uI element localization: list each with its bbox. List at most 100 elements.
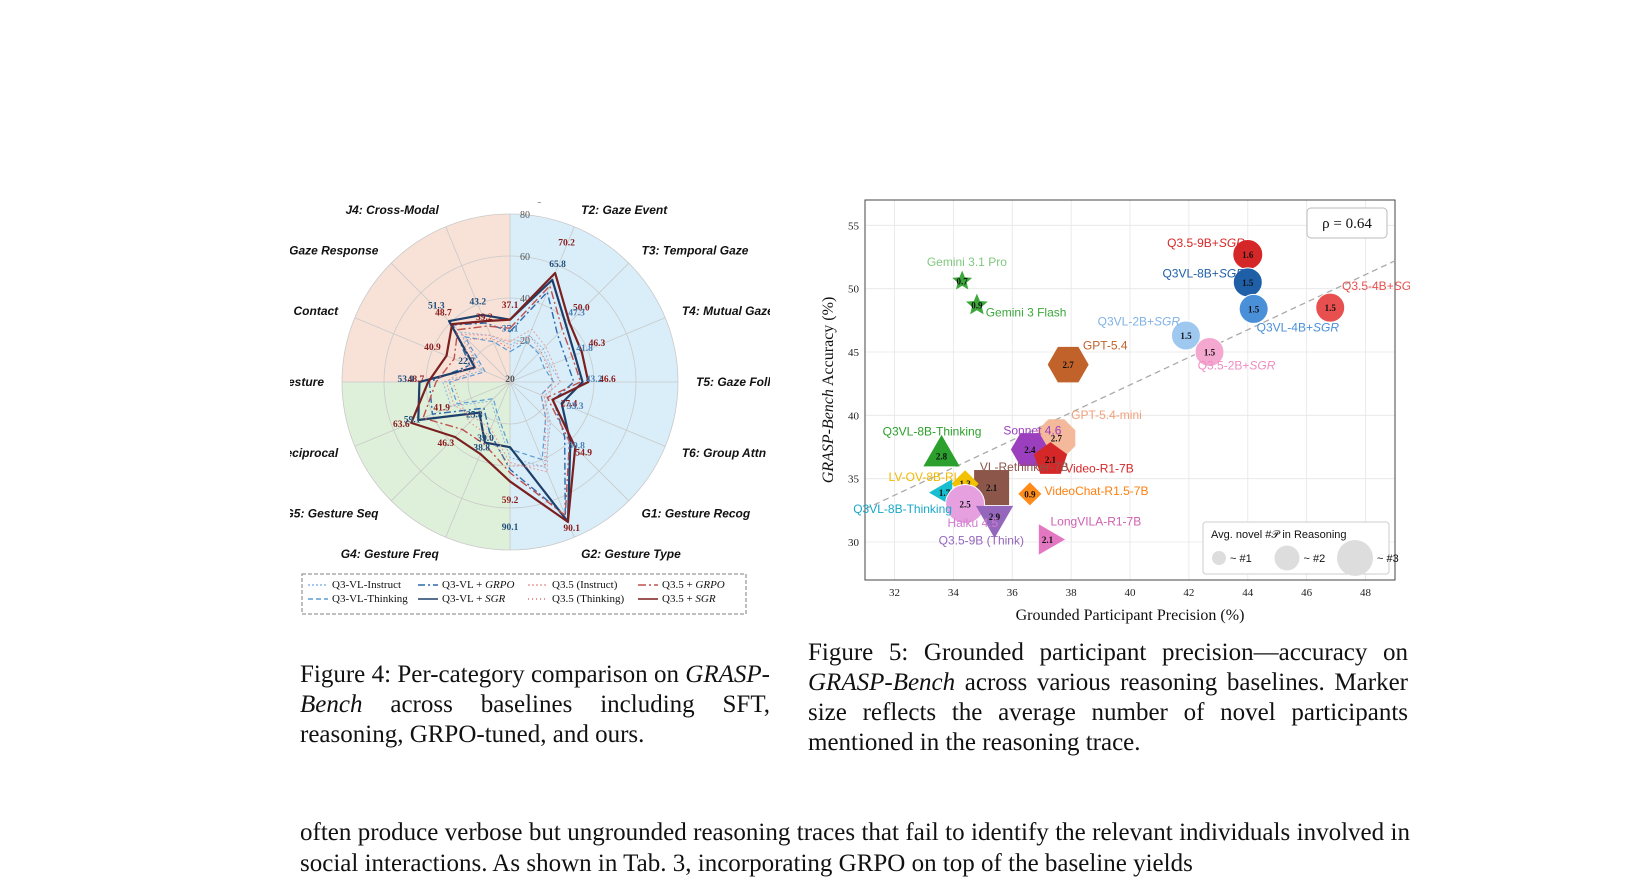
- scatter-size-label: 1.5: [1204, 348, 1216, 358]
- figure-4-caption-italic: GRASP-Bench: [300, 661, 770, 718]
- rho-label: ρ = 0.64: [1322, 216, 1372, 232]
- radar-value-label: 70.2: [558, 238, 575, 248]
- radar-value-label: 22.7: [458, 357, 475, 367]
- radar-chart: 2040608070.265.837.137.150.047.346.341.8…: [290, 202, 770, 615]
- radar-axis-label: T2: Gaze Event: [581, 203, 668, 217]
- size-legend-marker: [1337, 540, 1373, 576]
- radar-value-label: 39.0: [477, 434, 494, 444]
- figure-5-label: Figure 5:: [808, 639, 909, 666]
- figure-5-caption-text-1: Grounded participant precision—accuracy …: [908, 639, 1408, 666]
- radar-value-label: 63.6: [393, 420, 410, 430]
- radar-value-label: 38.8: [473, 443, 490, 453]
- radar-value-label: 46.6: [599, 375, 616, 385]
- y-tick-label: 50: [848, 284, 860, 296]
- radar-axis-label: J1: Gaze-Gesture: [290, 375, 324, 389]
- radar-value-label: 40.9: [424, 343, 441, 353]
- scatter-point: [1018, 482, 1042, 506]
- radar-axis-label: J2: Eye Contact: [290, 304, 339, 318]
- radar-axis-label: G2: Gesture Type: [581, 547, 681, 561]
- figure-4-caption-text-2: across baselines including SFT, reasonin…: [300, 691, 770, 748]
- x-tick-label: 42: [1183, 587, 1194, 599]
- radar-value-label: 37.1: [502, 301, 519, 311]
- radar-series-line: [445, 328, 561, 473]
- scatter-point: [923, 434, 960, 467]
- radar-value-label: 46.3: [438, 439, 455, 449]
- scatter-point-label: Video-R1-7B: [1065, 461, 1133, 475]
- body-paragraph: often produce verbose but ungrounded rea…: [300, 819, 1410, 877]
- radar-value-label: 47.3: [568, 308, 585, 318]
- y-tick-label: 45: [848, 347, 860, 359]
- radar-series-line: [452, 334, 555, 467]
- radar-value-label: 50.0: [573, 304, 590, 314]
- radar-spoke: [390, 381, 511, 502]
- radar-value-label: 48.7: [408, 375, 425, 385]
- radar-axis-label: G1: Gesture Recog: [642, 507, 751, 521]
- scatter-point-label: GPT-5.4: [1083, 338, 1128, 352]
- trend-line: [864, 260, 1396, 510]
- radar-value-label: 48.7: [435, 308, 452, 318]
- radar-legend: Q3-VL-Instruct Q3-VL + GRPO Q3.5 (Instruct…: [301, 573, 747, 615]
- scatter-size-label: 1.7: [939, 488, 951, 498]
- scatter-size-label: 2.7: [1051, 434, 1063, 444]
- radar-spoke: [445, 381, 511, 538]
- y-tick-label: 30: [848, 537, 860, 549]
- legend-label: Q3.5 + SGR: [662, 593, 716, 605]
- y-tick-label: 55: [848, 220, 860, 232]
- scatter-point-label: Q3VL-2B+SGR: [1098, 314, 1181, 328]
- figure-4-label: Figure 4:: [300, 661, 392, 688]
- y-axis-label: GRASP-Bench Accuracy (%): [820, 297, 837, 484]
- scatter-size-label: 0.7: [957, 277, 969, 287]
- radar-axis-label: G6: Reciprocal: [290, 446, 339, 460]
- scatter-point-label: Q3VL-8B-Thinking: [853, 502, 952, 516]
- size-legend-label: ~ #1: [1230, 553, 1252, 565]
- scatter-point: [1047, 346, 1089, 383]
- y-tick-label: 35: [848, 474, 860, 486]
- scatter-size-label: 1.5: [1180, 331, 1192, 341]
- scatter-size-label: 1.5: [1325, 303, 1337, 313]
- scatter-point: [1194, 337, 1225, 367]
- scatter-size-label: 0.9: [971, 301, 983, 311]
- radar-value-label: 39.2: [476, 313, 493, 323]
- size-legend-label: ~ #2: [1304, 553, 1326, 565]
- x-tick-label: 34: [948, 587, 960, 599]
- radar-value-label: 59.2: [502, 496, 519, 506]
- legend-label: Q3-VL-Thinking: [332, 593, 408, 605]
- radar-axis-label: T5: Gaze Follow: [696, 375, 770, 389]
- scatter-point-label: Q3.5-9B (Think): [939, 534, 1024, 548]
- scatter-point-label: Gemini 3 Flash: [986, 306, 1067, 320]
- scatter-point-label: VideoChat-R1.5-7B: [1045, 484, 1149, 498]
- scatter-size-label: 2.1: [986, 483, 998, 493]
- x-tick-label: 32: [889, 587, 900, 599]
- radar-axis-label: J3: Gaze Response: [290, 243, 379, 257]
- radar-value-label: 43.2: [586, 375, 603, 385]
- scatter-size-label: 1.6: [1242, 250, 1254, 260]
- legend-label: Q3-VL + SGR: [442, 593, 506, 605]
- radar-ring-label: 80: [520, 210, 530, 221]
- figure-4-caption-text-1: Per-category comparison on: [391, 661, 686, 688]
- x-tick-label: 36: [1007, 587, 1019, 599]
- scatter-size-label: 0.9: [1024, 489, 1036, 499]
- radar-ring-label: 20: [520, 336, 530, 347]
- scatter-size-label: 1.5: [1248, 304, 1260, 314]
- scatter-size-label: 2.1: [1042, 535, 1054, 545]
- radar-axis-label: J4: Cross-Modal: [345, 203, 439, 217]
- scatter-point-label: Q3.5-2B+SGR: [1198, 359, 1276, 373]
- scatter-size-label: 2.9: [989, 512, 1001, 522]
- radar-value-label: 65.8: [549, 260, 566, 270]
- scatter-point: [952, 270, 973, 290]
- scatter-point: [1315, 292, 1346, 323]
- scatter-point: [1033, 442, 1068, 474]
- radar-series-line: [417, 278, 584, 523]
- radar-value-label: 27.4: [561, 399, 578, 409]
- figure-4-caption: Figure 4: Per-category comparison on GRA…: [300, 660, 770, 750]
- radar-series-line: [442, 331, 561, 468]
- scatter-point: [965, 293, 988, 315]
- radar-value-label: 53.9: [398, 375, 415, 385]
- size-legend-marker: [1274, 545, 1300, 571]
- scatter-point-label: LV-OV-8B-RL: [889, 470, 961, 484]
- radar-ring-label: 40: [520, 294, 530, 305]
- scatter-size-label: 2.8: [936, 451, 948, 461]
- legend-label: Q3.5 (Instruct): [552, 579, 618, 591]
- legend-label: Q3.5 (Thinking): [552, 593, 624, 605]
- radar-series-line: [410, 271, 590, 523]
